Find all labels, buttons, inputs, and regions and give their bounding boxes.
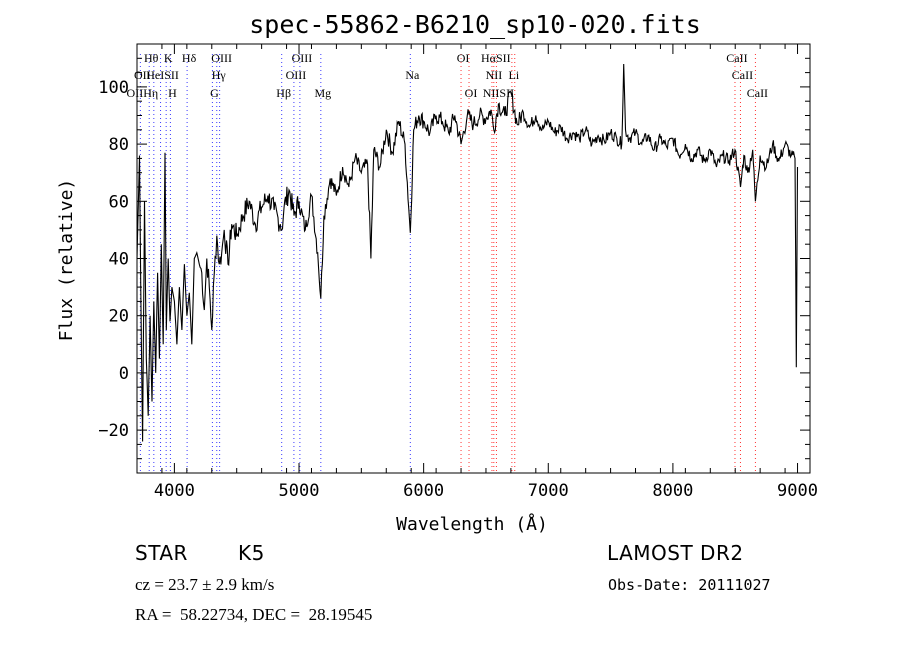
line-label: OI	[465, 86, 478, 100]
x-tick-label: 6000	[403, 481, 444, 501]
line-label: NII	[486, 68, 503, 82]
line-label: OIIHη	[127, 86, 159, 100]
line-label: Na	[405, 68, 420, 82]
plot-frame	[136, 43, 811, 474]
line-label: CaII	[726, 51, 747, 65]
line-label: Hδ	[182, 51, 197, 65]
spectrum-series	[136, 63, 799, 442]
y-axis-title: Flux (relative)	[56, 179, 77, 342]
line-label: OI	[457, 51, 470, 65]
axis-ticks: 4000 5000 6000 7000 8000 9000 −20 0 20 40 60 80 100	[98, 44, 818, 501]
x-tick-label: 5000	[279, 481, 320, 501]
line-label: Hβ	[276, 86, 291, 100]
line-label: G	[210, 86, 219, 100]
line-label: Hθ	[144, 51, 159, 65]
y-tick-label: 0	[119, 364, 129, 384]
sky-coordinates: RA = 58.22734, DEC = 28.19545	[135, 605, 373, 624]
line-label: OIII	[286, 68, 307, 82]
y-tick-label: 80	[109, 135, 129, 155]
line-label: OIII	[292, 51, 313, 65]
y-tick-label: 100	[98, 78, 129, 98]
line-label: HeISII	[146, 68, 179, 82]
object-type: STAR	[135, 541, 188, 565]
line-label: Li	[509, 68, 520, 82]
line-label: CaII	[732, 68, 753, 82]
line-label: Mg	[314, 86, 331, 100]
line-label: K	[164, 51, 173, 65]
redshift-velocity: cz = 23.7 ± 2.9 km/s	[135, 575, 275, 594]
line-label: NIISII	[483, 86, 514, 100]
line-label: OIII	[211, 51, 232, 65]
observation-date: Obs-Date: 20111027	[608, 576, 771, 594]
line-label: HαSII	[481, 51, 511, 65]
line-label: CaII	[747, 86, 768, 100]
line-label: H	[168, 86, 177, 100]
x-tick-label: 4000	[154, 481, 195, 501]
y-tick-label: 40	[109, 250, 129, 270]
line-markers	[139, 54, 756, 473]
line-label: OII	[134, 68, 151, 82]
y-tick-label: 20	[109, 307, 129, 327]
chart-title: spec-55862-B6210_sp10-020.fits	[249, 10, 701, 39]
y-tick-label: 60	[109, 192, 129, 212]
x-axis-title: Wavelength (Å)	[396, 513, 548, 535]
object-subclass: K5	[238, 541, 265, 565]
survey-name: LAMOST DR2	[607, 541, 744, 565]
line-label: Hγ	[212, 68, 227, 82]
y-tick-label: −20	[98, 421, 129, 441]
x-tick-label: 7000	[528, 481, 569, 501]
x-tick-label: 8000	[652, 481, 693, 501]
x-tick-label: 9000	[777, 481, 818, 501]
